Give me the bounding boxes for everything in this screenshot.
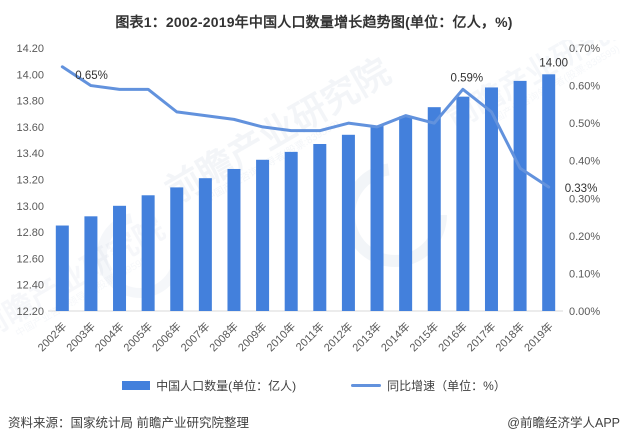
x-axis-label-2007年: 2007年 <box>177 319 212 354</box>
population-bar-2002年[interactable] <box>55 225 69 311</box>
x-axis-label-2016年: 2016年 <box>435 319 470 354</box>
brand-text: @前瞻经济学人APP <box>507 416 620 430</box>
left-axis-tick: 13.60 <box>16 122 44 134</box>
right-axis-tick: 0.20% <box>569 231 600 243</box>
x-axis-label-2011年: 2011年 <box>293 319 327 353</box>
x-axis-label-2019年: 2019年 <box>521 319 556 354</box>
chart-footer: 资料来源：国家统计局 前瞻产业研究院整理 @前瞻经济学人APP <box>0 412 628 431</box>
data-label-0.33%: 0.33% <box>565 183 598 195</box>
population-bar-2010年[interactable] <box>284 151 298 311</box>
population-bar-2019年[interactable] <box>542 74 556 311</box>
data-label-0.65%: 0.65% <box>75 70 108 82</box>
x-axis-label-2014年: 2014年 <box>378 319 413 354</box>
chart-title: 图表1：2002-2019年中国人口数量增长趋势图(单位：亿人，%) <box>115 14 513 30</box>
x-axis-label-2018年: 2018年 <box>492 319 527 354</box>
x-axis-label-2012年: 2012年 <box>321 319 356 354</box>
x-axis-label-2006年: 2006年 <box>149 319 184 354</box>
left-axis-tick: 12.80 <box>16 227 44 239</box>
population-bar-2015年[interactable] <box>427 107 441 311</box>
data-label-0.59%: 0.59% <box>451 72 484 84</box>
left-axis-tick: 12.20 <box>16 306 44 318</box>
x-axis-label-2017年: 2017年 <box>464 319 499 354</box>
left-axis-tick: 12.60 <box>16 253 44 265</box>
bar-series-swatch <box>122 381 151 390</box>
population-bar-2005年[interactable] <box>141 195 155 311</box>
watermark-logo-circle <box>343 163 447 267</box>
left-axis-tick: 13.80 <box>16 96 44 108</box>
right-axis-tick: 0.40% <box>569 156 600 168</box>
x-axis-label-2008年: 2008年 <box>206 319 241 354</box>
left-axis-tick: 13.20 <box>16 175 44 187</box>
legend-label-growth-rate: 同比增速（单位：%） <box>387 379 506 393</box>
left-axis-tick: 13.00 <box>16 201 44 213</box>
population-bar-2006年[interactable] <box>170 187 184 311</box>
legend-item-population[interactable]: 中国人口数量(单位：亿人) <box>122 377 296 394</box>
x-axis-label-2003年: 2003年 <box>63 319 98 354</box>
x-axis-label-2010年: 2010年 <box>263 319 298 354</box>
x-axis-label-2009年: 2009年 <box>235 319 270 354</box>
right-axis-tick: 0.60% <box>569 81 600 93</box>
right-axis-tick: 0.30% <box>569 193 600 205</box>
population-growth-chart: 前瞻产业研究院中国产业咨询领导者(股票:839599)前瞻产业研究院中国产业咨询… <box>0 40 628 354</box>
left-axis-tick: 14.20 <box>16 43 44 55</box>
population-bar-2007年[interactable] <box>198 178 212 311</box>
population-bar-2016年[interactable] <box>456 96 470 311</box>
x-axis-label-2005年: 2005年 <box>120 319 155 354</box>
population-bar-2018年[interactable] <box>513 80 527 311</box>
left-axis-tick: 12.40 <box>16 280 44 292</box>
x-axis-label-2015年: 2015年 <box>406 319 441 354</box>
population-bar-2011年[interactable] <box>313 143 327 311</box>
population-bar-2004年[interactable] <box>113 205 127 311</box>
legend-label-population: 中国人口数量(单位：亿人) <box>156 379 297 393</box>
right-axis-tick: 0.70% <box>569 43 600 55</box>
population-bar-2003年[interactable] <box>84 216 98 311</box>
data-source-text: 资料来源：国家统计局 前瞻产业研究院整理 <box>8 416 249 430</box>
right-axis-tick: 0.50% <box>569 118 600 130</box>
growth-rate-line[interactable] <box>60 65 551 189</box>
right-axis-tick: 0.10% <box>569 268 600 280</box>
left-axis-tick: 14.00 <box>16 69 44 81</box>
x-axis-label-2004年: 2004年 <box>92 319 127 354</box>
legend-item-growth-rate[interactable]: 同比增速（单位：%） <box>351 377 506 394</box>
left-axis-tick: 13.40 <box>16 148 44 160</box>
population-bar-2014年[interactable] <box>399 116 413 311</box>
population-bar-2008年[interactable] <box>227 168 241 311</box>
line-series-swatch <box>351 384 382 387</box>
x-axis-label-2013年: 2013年 <box>349 319 384 354</box>
data-label-14.00: 14.00 <box>539 57 568 69</box>
right-axis-tick: 0.00% <box>569 306 600 318</box>
population-bar-2009年[interactable] <box>256 159 270 311</box>
population-bar-2012年[interactable] <box>341 134 355 311</box>
legend: 中国人口数量(单位：亿人) 同比增速（单位：%） <box>0 377 628 394</box>
population-bar-2017年[interactable] <box>484 87 498 311</box>
population-bar-2013年[interactable] <box>370 125 384 312</box>
